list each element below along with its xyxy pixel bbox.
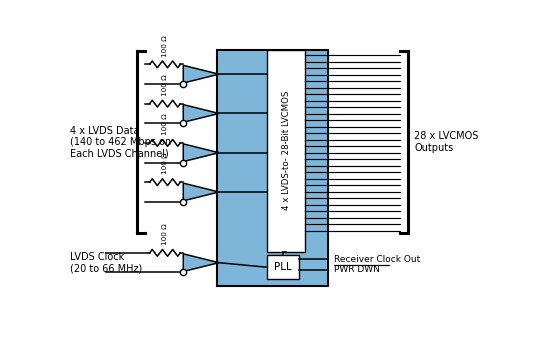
Text: PWR DWN: PWR DWN <box>334 266 380 274</box>
Polygon shape <box>183 65 219 83</box>
Polygon shape <box>183 254 219 272</box>
Text: 100 Ω: 100 Ω <box>162 153 168 174</box>
Text: 28 x LVCMOS
Outputs: 28 x LVCMOS Outputs <box>414 131 479 153</box>
Text: 100 Ω: 100 Ω <box>162 35 168 56</box>
Bar <box>267 255 299 279</box>
Polygon shape <box>183 144 219 162</box>
Text: 100 Ω: 100 Ω <box>162 113 168 135</box>
Text: 4 x LVDS Data
(140 to 462 Mbps on
Each LVDS Channel): 4 x LVDS Data (140 to 462 Mbps on Each L… <box>70 125 171 159</box>
Text: 100 Ω: 100 Ω <box>162 74 168 96</box>
Text: LVDS Clock
(20 to 66 MHz): LVDS Clock (20 to 66 MHz) <box>70 252 142 274</box>
Bar <box>217 50 328 286</box>
Text: Receiver Clock Out: Receiver Clock Out <box>334 255 421 264</box>
Bar <box>267 50 305 252</box>
Polygon shape <box>183 183 219 201</box>
Text: 4 x LVDS-to- 28-Bit LVCMOS: 4 x LVDS-to- 28-Bit LVCMOS <box>282 91 291 210</box>
Text: 100 Ω: 100 Ω <box>162 223 168 245</box>
Text: PLL: PLL <box>274 262 292 272</box>
Polygon shape <box>183 105 219 122</box>
